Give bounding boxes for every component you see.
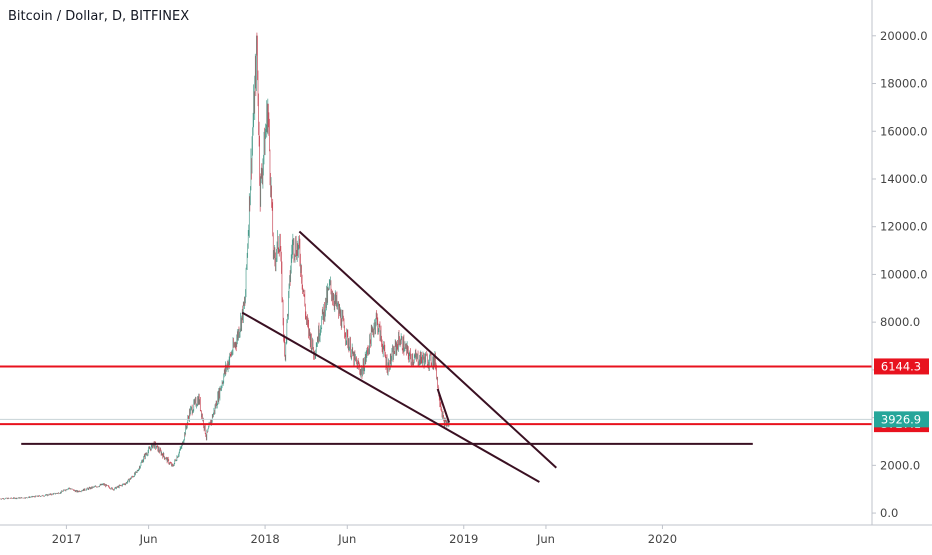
- y-tick-label: 0.0: [880, 506, 898, 520]
- level-price-label: 6144.3: [881, 359, 921, 373]
- y-tick-label: 14000.0: [880, 172, 928, 186]
- y-tick-label: 8000.0: [880, 315, 920, 329]
- current-price-label: 3926.9: [881, 412, 921, 426]
- y-tick-label: 12000.0: [880, 220, 928, 234]
- price-axis: 0.02000.04000.06000.08000.010000.012000.…: [872, 29, 928, 520]
- y-tick-label: 2000.0: [880, 458, 920, 472]
- trendline[interactable]: [298, 230, 557, 469]
- candles-group: [0, 32, 450, 500]
- trendline[interactable]: [241, 311, 540, 483]
- x-tick-label: 2020: [648, 532, 677, 546]
- horizontal-levels-group: [0, 365, 872, 426]
- y-tick-label: 18000.0: [880, 77, 928, 91]
- x-tick-label: 2018: [250, 532, 279, 546]
- time-axis: 2017 Jun 2018 Jun 2019 Jun 2020: [52, 525, 677, 546]
- trendlines-group: [21, 230, 753, 483]
- x-tick-label: Jun: [139, 532, 158, 546]
- y-tick-label: 20000.0: [880, 29, 928, 43]
- x-tick-label: Jun: [337, 532, 356, 546]
- current-price-label-bg: [874, 411, 929, 428]
- x-tick-label: 2019: [449, 532, 478, 546]
- price-labels-group: 6144.33727.13926.9: [874, 358, 929, 433]
- trendline[interactable]: [436, 388, 451, 423]
- y-tick-label: 16000.0: [880, 124, 928, 138]
- symbol-title: Bitcoin / Dollar, D, BITFINEX: [8, 9, 190, 24]
- level-price-label-bg: [874, 358, 929, 375]
- y-tick-label: 10000.0: [880, 267, 928, 281]
- x-tick-label: 2017: [52, 532, 81, 546]
- axes-group: [0, 0, 932, 526]
- x-tick-label: Jun: [536, 532, 555, 546]
